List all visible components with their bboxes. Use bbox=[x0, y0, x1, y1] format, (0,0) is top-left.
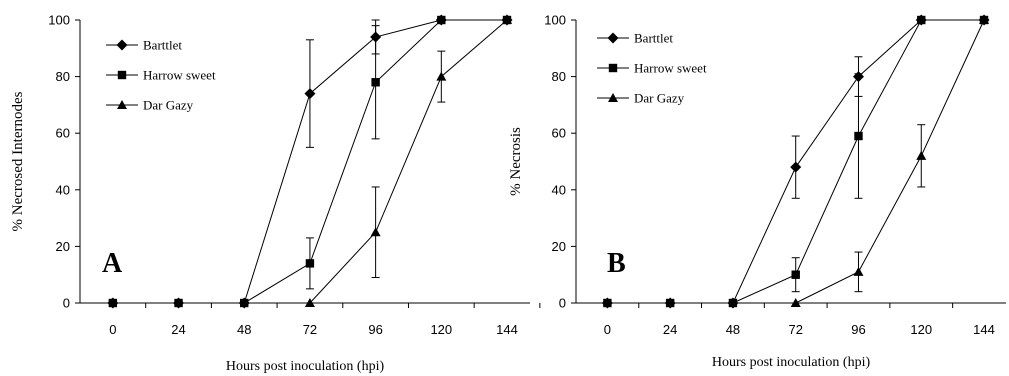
data-point bbox=[305, 259, 315, 268]
series-line bbox=[795, 19, 985, 304]
x-tick-label: 0 bbox=[109, 322, 116, 337]
y-tick-label: 20 bbox=[56, 239, 70, 254]
x-tick-label: 120 bbox=[910, 322, 932, 337]
y-tick-label: 100 bbox=[544, 13, 566, 28]
x-tick-label: 72 bbox=[303, 322, 317, 337]
legend-label: Dar Gazy bbox=[634, 91, 685, 106]
legend-marker bbox=[608, 63, 618, 73]
legend-marker bbox=[608, 93, 618, 102]
legend: Barttlet Harrow sweet Dar Gazy bbox=[106, 38, 216, 113]
legend: Barttlet Harrow sweet Dar Gazy bbox=[597, 31, 707, 106]
x-tick-label: 48 bbox=[237, 322, 251, 337]
y-tick-label: 60 bbox=[552, 126, 566, 141]
y-tick-label: 0 bbox=[63, 296, 70, 311]
legend-marker bbox=[116, 39, 128, 51]
y-tick-label: 80 bbox=[552, 69, 566, 84]
x-tick-label: 144 bbox=[973, 322, 995, 337]
series-line bbox=[309, 19, 508, 304]
data-point bbox=[790, 298, 801, 307]
legend-label: Barttlet bbox=[143, 38, 182, 53]
legend-label: Barttlet bbox=[634, 31, 673, 46]
data-point bbox=[502, 15, 513, 24]
x-tick-label: 144 bbox=[496, 322, 518, 337]
series-dar-gazy bbox=[790, 15, 990, 307]
data-point bbox=[979, 15, 990, 24]
y-tick-label: 40 bbox=[56, 182, 70, 197]
legend-marker bbox=[117, 70, 127, 80]
y-axis-title: % Necrosed Internodes bbox=[10, 91, 26, 231]
y-tick-label: 40 bbox=[552, 182, 566, 197]
y-tick-label: 0 bbox=[559, 296, 566, 311]
data-point bbox=[240, 298, 249, 308]
panel-label: A bbox=[102, 248, 123, 279]
data-point bbox=[916, 150, 927, 160]
legend-label: Harrow sweet bbox=[143, 68, 216, 83]
data-point bbox=[603, 298, 612, 308]
data-point bbox=[665, 298, 675, 308]
series-dar-gazy bbox=[304, 15, 513, 307]
x-tick-label: 48 bbox=[726, 322, 740, 337]
data-point bbox=[174, 298, 183, 308]
x-axis-title: Hours post inoculation (hpi) bbox=[226, 359, 385, 374]
panel-label: B bbox=[607, 248, 626, 279]
legend-marker bbox=[117, 100, 127, 109]
data-point bbox=[854, 131, 863, 141]
data-point bbox=[853, 266, 864, 276]
data-point bbox=[108, 298, 118, 308]
x-tick-label: 96 bbox=[851, 322, 865, 337]
data-point bbox=[790, 161, 802, 173]
data-point bbox=[917, 15, 926, 25]
x-axis-title: Hours post inoculation (hpi) bbox=[712, 355, 871, 370]
x-tick-label: 24 bbox=[663, 322, 677, 337]
chart-panel-b: 0 20 40 60 80 100 0 24 48 72 96 120 144 Hours post in… bbox=[508, 13, 1006, 370]
data-point bbox=[371, 78, 380, 87]
x-tick-label: 96 bbox=[368, 322, 382, 337]
x-tick-label: 72 bbox=[788, 322, 802, 337]
data-point bbox=[304, 298, 315, 307]
data-point bbox=[437, 15, 446, 25]
data-point bbox=[370, 227, 381, 237]
x-tick-label: 24 bbox=[171, 322, 185, 337]
y-tick-label: 60 bbox=[56, 126, 70, 141]
legend-label: Harrow sweet bbox=[634, 61, 707, 76]
data-point bbox=[728, 298, 738, 308]
legend-label: Dar Gazy bbox=[143, 98, 194, 113]
x-tick-label: 0 bbox=[604, 322, 611, 337]
y-axis-title: % Necrosis bbox=[508, 127, 524, 196]
y-tick-label: 20 bbox=[552, 239, 566, 254]
chart-panel-a: 0 20 40 60 80 100 0 24 48 72 96 120 144 Hours post in… bbox=[10, 13, 541, 374]
legend-marker bbox=[607, 32, 619, 44]
x-tick-label: 120 bbox=[430, 322, 452, 337]
data-point bbox=[304, 88, 316, 100]
y-tick-label: 80 bbox=[56, 69, 70, 84]
data-point bbox=[436, 71, 447, 81]
y-tick-label: 100 bbox=[48, 13, 70, 28]
series-harrow-sweet bbox=[603, 15, 989, 308]
data-point bbox=[791, 270, 800, 279]
